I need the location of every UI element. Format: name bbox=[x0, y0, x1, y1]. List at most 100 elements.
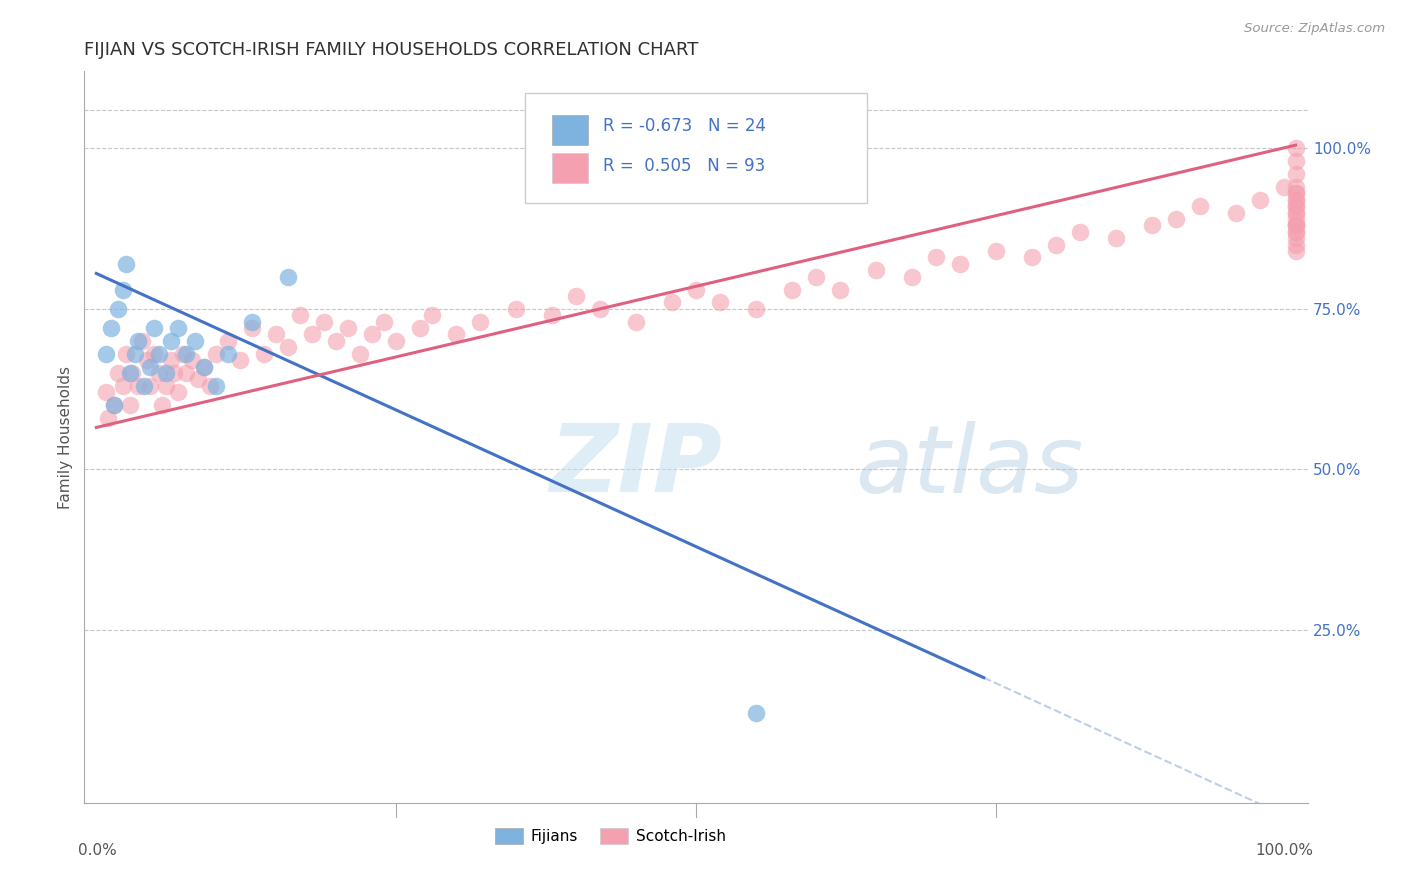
Point bbox=[264, 327, 287, 342]
Point bbox=[240, 315, 263, 329]
Point bbox=[115, 346, 138, 360]
Point bbox=[167, 385, 190, 400]
Point bbox=[107, 301, 129, 316]
Text: 100.0%: 100.0% bbox=[1256, 843, 1313, 858]
Point bbox=[1284, 231, 1306, 245]
Point bbox=[193, 359, 215, 374]
Point bbox=[127, 378, 149, 392]
Point bbox=[1140, 219, 1163, 233]
Point bbox=[301, 327, 323, 342]
Point bbox=[1249, 193, 1271, 207]
Point bbox=[200, 378, 222, 392]
Point bbox=[183, 334, 205, 348]
Point bbox=[1284, 211, 1306, 226]
Text: R =  0.505   N = 93: R = 0.505 N = 93 bbox=[603, 158, 765, 176]
Point bbox=[1284, 154, 1306, 169]
Point bbox=[1284, 219, 1306, 233]
Point bbox=[444, 327, 467, 342]
Point bbox=[103, 398, 125, 412]
Point bbox=[1284, 237, 1306, 252]
Legend: Fijians, Scotch-Irish: Fijians, Scotch-Irish bbox=[489, 822, 731, 850]
Point bbox=[163, 366, 186, 380]
Point bbox=[745, 301, 768, 316]
Text: 0.0%: 0.0% bbox=[79, 843, 117, 858]
Point bbox=[1284, 219, 1306, 233]
Point bbox=[97, 410, 120, 425]
Point bbox=[94, 346, 117, 360]
Point bbox=[1272, 179, 1295, 194]
Point bbox=[1284, 219, 1306, 233]
Point bbox=[174, 366, 197, 380]
Point bbox=[1284, 141, 1306, 155]
Text: atlas: atlas bbox=[855, 421, 1083, 512]
Point bbox=[277, 269, 299, 284]
Point bbox=[804, 269, 827, 284]
Point bbox=[107, 366, 129, 380]
Point bbox=[155, 378, 177, 392]
Point bbox=[155, 366, 177, 380]
Point bbox=[1188, 199, 1211, 213]
Point bbox=[115, 257, 138, 271]
Point bbox=[193, 359, 215, 374]
Point bbox=[505, 301, 527, 316]
Point bbox=[1284, 179, 1306, 194]
Point bbox=[131, 334, 153, 348]
Point bbox=[187, 372, 209, 386]
Point bbox=[1284, 205, 1306, 219]
Point bbox=[148, 366, 170, 380]
Point bbox=[325, 334, 347, 348]
Point bbox=[121, 366, 143, 380]
Point bbox=[745, 706, 768, 720]
Point bbox=[828, 283, 851, 297]
Y-axis label: Family Households: Family Households bbox=[58, 366, 73, 508]
Point bbox=[984, 244, 1007, 258]
Point bbox=[709, 295, 731, 310]
Point bbox=[949, 257, 972, 271]
Point bbox=[134, 378, 156, 392]
Point bbox=[118, 366, 141, 380]
Point bbox=[1284, 225, 1306, 239]
Point bbox=[1284, 199, 1306, 213]
Point bbox=[159, 334, 181, 348]
Point bbox=[253, 346, 276, 360]
Point bbox=[373, 315, 395, 329]
Point bbox=[314, 315, 336, 329]
FancyBboxPatch shape bbox=[524, 94, 868, 203]
Point bbox=[127, 334, 149, 348]
Point bbox=[624, 315, 647, 329]
Text: Source: ZipAtlas.com: Source: ZipAtlas.com bbox=[1244, 22, 1385, 36]
FancyBboxPatch shape bbox=[551, 153, 588, 183]
Point bbox=[167, 321, 190, 335]
Point bbox=[1105, 231, 1128, 245]
Point bbox=[118, 398, 141, 412]
Point bbox=[139, 378, 162, 392]
Point bbox=[420, 308, 443, 322]
Point bbox=[139, 359, 162, 374]
Point bbox=[1284, 193, 1306, 207]
Point bbox=[589, 301, 612, 316]
Point bbox=[290, 308, 312, 322]
Point bbox=[240, 321, 263, 335]
Point bbox=[111, 283, 134, 297]
Point bbox=[1284, 205, 1306, 219]
Point bbox=[1284, 193, 1306, 207]
Point bbox=[1284, 167, 1306, 181]
Point bbox=[361, 327, 384, 342]
Point bbox=[468, 315, 491, 329]
Point bbox=[111, 378, 134, 392]
Point bbox=[565, 289, 588, 303]
Point bbox=[217, 334, 239, 348]
Point bbox=[100, 321, 122, 335]
Point bbox=[385, 334, 408, 348]
Point bbox=[103, 398, 125, 412]
Point bbox=[148, 346, 170, 360]
FancyBboxPatch shape bbox=[551, 115, 588, 145]
Text: ZIP: ZIP bbox=[550, 420, 723, 512]
Point bbox=[865, 263, 887, 277]
Point bbox=[1284, 244, 1306, 258]
Point bbox=[1284, 199, 1306, 213]
Point bbox=[159, 353, 181, 368]
Point bbox=[1284, 225, 1306, 239]
Point bbox=[142, 321, 165, 335]
Point bbox=[1045, 237, 1067, 252]
